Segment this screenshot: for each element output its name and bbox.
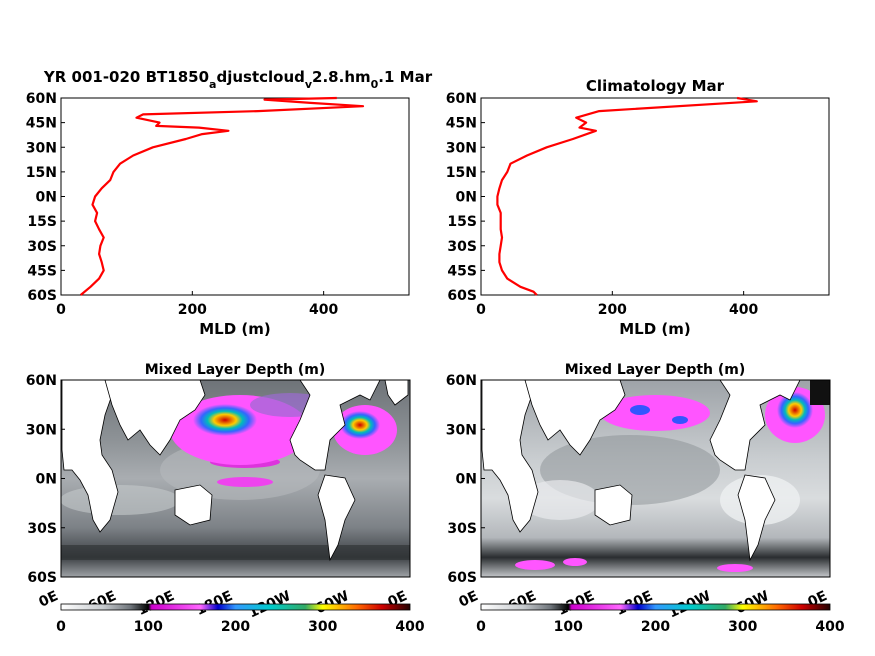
map2-ytick-label: 30S	[447, 521, 477, 537]
panel2-ytick-label: 0N	[456, 190, 477, 206]
map1-ytick-label: 60S	[27, 570, 57, 586]
panel1-xtick-label: 200	[178, 302, 207, 318]
panel2-ytick-label: 60S	[447, 288, 477, 304]
panel2-ytick-label: 60N	[446, 91, 477, 107]
panel1-ytick-label: 0N	[36, 190, 57, 206]
panel1-ytick-label: 60S	[27, 288, 57, 304]
panel2-xtick-label: 200	[598, 302, 627, 318]
map2-field	[481, 380, 830, 577]
map1-ytick-label: 30S	[27, 521, 57, 537]
map2-xtick-label: 0E	[456, 588, 480, 611]
colorbar2-tick-label: 100	[554, 619, 583, 635]
map2-ytick-label: 60S	[447, 570, 477, 586]
colorbar1-tick-label: 400	[395, 619, 424, 635]
map1-xtick-label: 60W	[313, 588, 351, 617]
colorbar1-tick-label: 100	[134, 619, 163, 635]
panel1-ytick-label: 30S	[27, 239, 57, 255]
panel1-title: YR 001-020 BT1850adjustcloudv2.8.hm0.1 M…	[43, 68, 433, 91]
map1-xtick-label: 180E	[193, 588, 235, 619]
panel2-ytick-label: 45S	[447, 263, 477, 279]
panel1-mld-line	[79, 96, 365, 296]
colorbar1-tick-label: 0	[56, 619, 66, 635]
map1-xtick-label: 60E	[86, 588, 119, 615]
panel1-ytick-label: 15S	[27, 214, 57, 230]
panel2-ytick-label: 30S	[447, 239, 477, 255]
panel2-ytick-label: 15N	[446, 165, 477, 181]
colorbar2-tick-label: 0	[476, 619, 486, 635]
panel2-xtick-label: 400	[729, 302, 758, 318]
panel2-frame	[480, 97, 830, 296]
map1-ytick-label: 60N	[26, 373, 57, 389]
panel2-title: Climatology Mar	[586, 77, 725, 95]
colorbar2-tick-label: 300	[728, 619, 757, 635]
map2-xtick-label: 60W	[733, 588, 771, 617]
map2-xtick-label: 180E	[613, 588, 655, 619]
colorbar2-tick-label: 400	[815, 619, 844, 635]
colorbar1-tick-label: 200	[221, 619, 250, 635]
panel1-xtick-label: 0	[56, 302, 66, 318]
map1-field	[61, 380, 410, 577]
colorbar2-tick-label: 200	[641, 619, 670, 635]
panel1-ytick-label: 15N	[26, 165, 57, 181]
panel2-mld-line	[496, 96, 758, 296]
map1-ytick-label: 0N	[36, 472, 57, 488]
map2-xtick-label: 60E	[506, 588, 539, 615]
panel1-ytick-label: 60N	[26, 91, 57, 107]
map2-ytick-label: 0N	[456, 472, 477, 488]
colorbar-1	[60, 603, 411, 611]
panel1-xlabel: MLD (m)	[199, 320, 271, 338]
panel1-ytick-label: 45S	[27, 263, 57, 279]
map1-title: Mixed Layer Depth (m)	[145, 362, 326, 378]
panel2-xlabel: MLD (m)	[619, 320, 691, 338]
panel1-ytick-label: 30N	[26, 140, 57, 156]
map2-title: Mixed Layer Depth (m)	[565, 362, 746, 378]
panel2-xtick-label: 0	[476, 302, 486, 318]
map2-ytick-label: 30N	[446, 422, 477, 438]
map2-xtick-label: 120E	[555, 588, 597, 619]
map2-ytick-label: 60N	[446, 373, 477, 389]
panel2-ytick-label: 30N	[446, 140, 477, 156]
colorbar-2	[480, 603, 831, 611]
map1-ytick-label: 30N	[26, 422, 57, 438]
colorbar1-tick-label: 300	[308, 619, 337, 635]
panel1-ytick-label: 45N	[26, 116, 57, 132]
panel1-frame	[60, 97, 410, 296]
map1-xtick-label: 120E	[135, 588, 177, 619]
panel2-ytick-label: 15S	[447, 214, 477, 230]
panel1-xtick-label: 400	[309, 302, 338, 318]
panel2-ytick-label: 45N	[446, 116, 477, 132]
map1-xtick-label: 0E	[36, 588, 60, 611]
